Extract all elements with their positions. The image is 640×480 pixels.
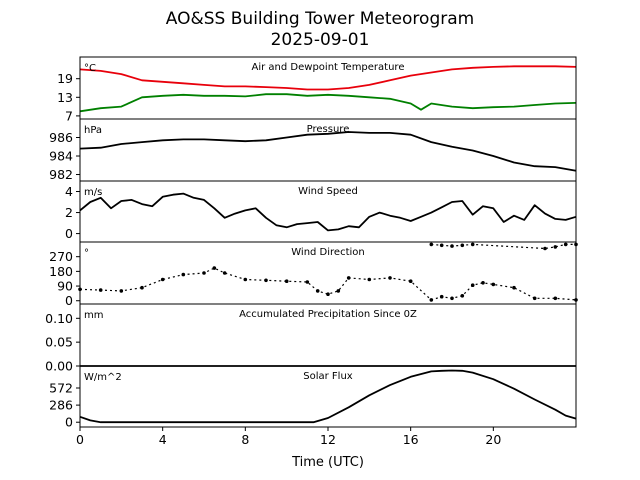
series-line-temp-0 xyxy=(79,65,577,91)
y-tick-label: 7 xyxy=(65,108,73,123)
x-tick-label: 20 xyxy=(485,432,501,447)
wind-direction-point xyxy=(181,272,186,277)
y-tick-label: 270 xyxy=(49,249,73,264)
panel-title-precip: Accumulated Precipitation Since 0Z xyxy=(239,309,417,320)
panel-wind_speed: 0 2 4 Wind Speed m/s xyxy=(65,180,577,243)
wind-direction-point xyxy=(284,279,289,284)
wind-direction-point xyxy=(315,289,320,293)
wind-direction-point xyxy=(326,292,330,297)
y-tick-label: 2 xyxy=(65,205,73,220)
wind-direction-point xyxy=(160,277,165,282)
x-tick-label: 4 xyxy=(159,432,167,447)
wind-direction-point xyxy=(553,245,558,249)
wind-direction-point xyxy=(346,276,351,280)
wind-direction-point xyxy=(202,271,206,275)
wind-direction-point xyxy=(460,243,465,248)
x-tick-label: 0 xyxy=(76,432,84,447)
panel-title-wind_speed: Wind Speed xyxy=(298,186,358,197)
panel-unit-pressure: hPa xyxy=(84,125,102,136)
wind-direction-point xyxy=(222,271,227,275)
panel-title-solar: Solar Flux xyxy=(303,371,353,382)
panel-solar: 0 286 572 Solar Flux W/m^2 xyxy=(49,365,577,430)
wind-direction-point xyxy=(119,289,124,293)
y-tick-label: 19 xyxy=(57,71,73,86)
panel-title-wind_dir: Wind Direction xyxy=(291,247,365,258)
x-axis: 0 4 8 12 16 20 xyxy=(76,427,501,447)
wind-direction-point xyxy=(481,281,485,285)
y-tick-label: 13 xyxy=(57,90,73,105)
y-tick-label: 984 xyxy=(49,149,73,164)
wind-direction-point xyxy=(543,246,547,251)
wind-direction-point xyxy=(264,278,268,283)
wind-direction-point xyxy=(367,277,372,282)
series-line-pressure-0 xyxy=(79,131,577,172)
wind-direction-point xyxy=(563,242,568,247)
wind-direction-point xyxy=(491,282,496,287)
wind-direction-point xyxy=(450,296,454,301)
panel-unit-solar: W/m^2 xyxy=(84,372,122,383)
x-tick-label: 12 xyxy=(320,432,336,447)
wind-direction-point xyxy=(408,279,413,284)
x-axis-label: Time (UTC) xyxy=(291,455,364,470)
y-tick-label: 180 xyxy=(49,264,73,279)
panel-precip: 0.00 0.05 0.10 Accumulated Precipitation Si… xyxy=(45,303,577,374)
y-tick-label: 0.00 xyxy=(45,359,73,374)
y-tick-label: 0.05 xyxy=(45,335,73,350)
panel-pressure: 982 984 986 Pressure hPa xyxy=(49,118,577,182)
wind-direction-point xyxy=(512,285,516,290)
wind-direction-point xyxy=(212,266,217,270)
y-tick-label: 986 xyxy=(49,130,73,145)
wind-direction-point xyxy=(243,277,248,282)
wind-direction-point xyxy=(388,276,392,280)
y-tick-label: 0.10 xyxy=(45,311,73,326)
y-tick-label: 0 xyxy=(65,415,73,430)
wind-direction-point xyxy=(470,283,475,288)
panel-title-temp: Air and Dewpoint Temperature xyxy=(252,62,405,73)
y-tick-label: 0 xyxy=(65,293,73,308)
wind-direction-point xyxy=(140,285,144,290)
chart-title-line1: AO&SS Building Tower Meteorogram xyxy=(166,9,474,29)
chart-title-line2: 2025-09-01 xyxy=(271,30,370,50)
panel-temp: 7 13 19 Air and Dewpoint Temperature °C xyxy=(57,56,577,123)
wind-direction-point xyxy=(429,298,434,302)
y-tick-label: 4 xyxy=(65,184,73,199)
wind-direction-point xyxy=(532,296,537,301)
panel-title-pressure: Pressure xyxy=(307,124,350,135)
y-tick-label: 572 xyxy=(49,381,73,396)
x-tick-label: 8 xyxy=(241,432,249,447)
panel-unit-precip: mm xyxy=(84,310,103,321)
y-tick-label: 0 xyxy=(65,226,73,241)
wind-direction-point xyxy=(470,242,475,247)
x-tick-label: 16 xyxy=(403,432,419,447)
wind-direction-point xyxy=(553,296,558,301)
y-tick-label: 286 xyxy=(49,398,73,413)
panel-unit-temp: °C xyxy=(84,63,96,74)
wind-direction-point xyxy=(305,280,310,284)
wind-direction-point xyxy=(429,242,434,247)
wind-direction-point xyxy=(450,244,454,248)
wind-direction-point xyxy=(439,294,444,299)
wind-direction-point xyxy=(439,243,444,248)
series-line-temp-1 xyxy=(79,93,577,113)
wind-direction-point xyxy=(460,294,465,298)
series-line-solar-0 xyxy=(79,369,577,424)
y-tick-label: 982 xyxy=(49,167,73,182)
panel-unit-wind_speed: m/s xyxy=(84,187,102,198)
series-line-wind_speed-0 xyxy=(79,192,577,232)
wind-direction-point xyxy=(98,288,103,292)
y-tick-label: 90 xyxy=(57,279,73,294)
panel-unit-wind_dir: ° xyxy=(84,248,89,259)
wind-direction-point xyxy=(336,289,341,293)
